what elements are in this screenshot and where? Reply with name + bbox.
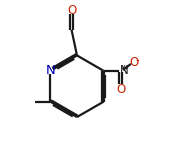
Text: N: N <box>120 64 129 77</box>
Text: O: O <box>129 56 139 69</box>
Text: -: - <box>135 55 139 65</box>
Text: O: O <box>116 83 125 96</box>
Text: N: N <box>45 64 55 77</box>
Text: +: + <box>120 64 127 73</box>
Text: O: O <box>67 4 76 17</box>
